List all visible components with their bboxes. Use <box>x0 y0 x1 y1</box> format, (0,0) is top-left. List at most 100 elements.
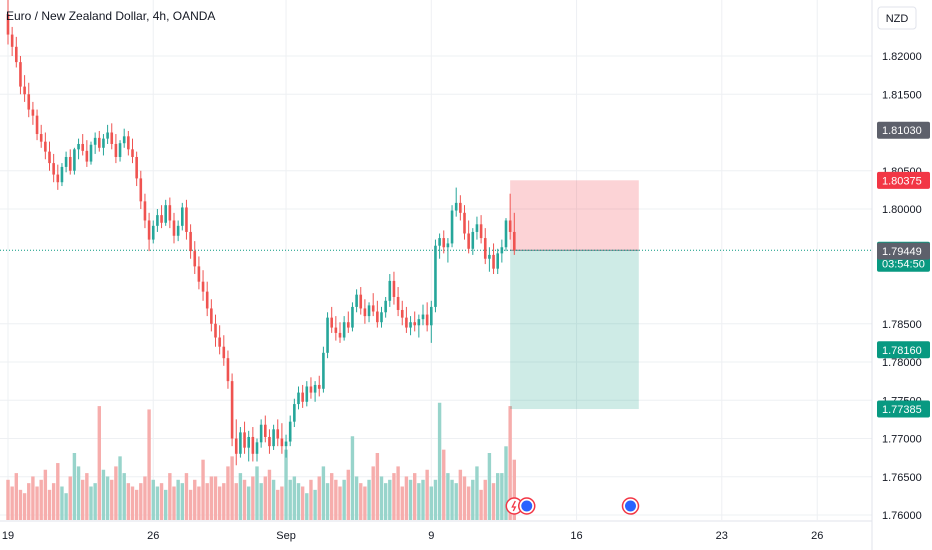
candle-body[interactable] <box>98 137 101 148</box>
candle-body[interactable] <box>409 322 412 328</box>
candle-body[interactable] <box>334 327 338 333</box>
candle-body[interactable] <box>185 207 188 232</box>
candle-body[interactable] <box>322 352 325 389</box>
candle-body[interactable] <box>313 384 317 393</box>
candle-body[interactable] <box>471 231 475 249</box>
candle-body[interactable] <box>156 215 159 226</box>
candle-body[interactable] <box>172 220 176 236</box>
candle-body[interactable] <box>106 132 109 139</box>
candle-body[interactable] <box>417 319 421 326</box>
candle-body[interactable] <box>317 384 321 389</box>
candle-body[interactable] <box>355 294 358 307</box>
candle-body[interactable] <box>122 136 126 144</box>
candle-body[interactable] <box>44 141 47 152</box>
candle-body[interactable] <box>513 231 516 251</box>
candle-body[interactable] <box>77 143 80 150</box>
candle-body[interactable] <box>359 294 363 309</box>
candle-body[interactable] <box>10 34 14 47</box>
candle-body[interactable] <box>23 86 26 95</box>
price-scale-panel[interactable] <box>872 0 932 550</box>
candle-body[interactable] <box>268 436 271 447</box>
candle-body[interactable] <box>85 150 89 162</box>
candle-body[interactable] <box>35 115 39 135</box>
candle-body[interactable] <box>131 149 134 157</box>
candle-body[interactable] <box>301 392 304 402</box>
candle-body[interactable] <box>442 238 446 248</box>
candle-body[interactable] <box>135 156 138 179</box>
candle-body[interactable] <box>492 254 495 269</box>
candle-body[interactable] <box>347 322 350 328</box>
candle-body[interactable] <box>27 94 31 110</box>
candle-body[interactable] <box>181 207 184 226</box>
candle-body[interactable] <box>264 424 267 437</box>
candle-body[interactable] <box>380 312 383 323</box>
candle-body[interactable] <box>413 322 416 326</box>
candle-body[interactable] <box>392 280 396 297</box>
candle-body[interactable] <box>164 205 167 223</box>
candle-body[interactable] <box>371 305 375 312</box>
candle-body[interactable] <box>52 163 55 175</box>
candle-body[interactable] <box>388 280 392 301</box>
candle-body[interactable] <box>288 421 292 442</box>
candle-body[interactable] <box>400 309 404 318</box>
price-tag[interactable] <box>877 171 930 189</box>
candle-body[interactable] <box>367 305 371 317</box>
candle-body[interactable] <box>147 220 151 240</box>
candle-body[interactable] <box>19 62 22 87</box>
candle-body[interactable] <box>508 220 512 232</box>
candle-body[interactable] <box>425 314 429 326</box>
candle-body[interactable] <box>363 308 367 317</box>
candle-body[interactable] <box>430 306 433 326</box>
price-tag[interactable] <box>877 242 930 260</box>
candle-body[interactable] <box>259 424 263 443</box>
candle-body[interactable] <box>421 314 425 320</box>
candle-body[interactable] <box>160 215 163 223</box>
candle-body[interactable] <box>230 381 234 439</box>
candle-body[interactable] <box>251 436 255 454</box>
candle-body[interactable] <box>60 166 64 183</box>
candle-body[interactable] <box>189 231 192 252</box>
candle-body[interactable] <box>64 156 68 167</box>
candle-body[interactable] <box>118 143 122 157</box>
candle-body[interactable] <box>326 317 329 353</box>
candle-body[interactable] <box>305 386 309 402</box>
candle-body[interactable] <box>446 243 450 248</box>
candle-body[interactable] <box>243 432 246 448</box>
candle-body[interactable] <box>280 438 284 447</box>
candle-body[interactable] <box>438 238 441 246</box>
candle-body[interactable] <box>31 109 35 116</box>
candle-body[interactable] <box>479 224 483 239</box>
candle-body[interactable] <box>176 225 180 236</box>
candle-body[interactable] <box>139 178 143 202</box>
take-profit-zone[interactable] <box>510 250 639 410</box>
candle-body[interactable] <box>48 151 51 164</box>
candle-body[interactable] <box>483 238 487 259</box>
price-tag[interactable] <box>877 400 930 418</box>
candle-body[interactable] <box>39 134 43 142</box>
candle-body[interactable] <box>127 136 130 150</box>
candle-body[interactable] <box>463 212 466 234</box>
candle-body[interactable] <box>15 46 18 63</box>
candle-body[interactable] <box>68 156 72 171</box>
candle-body[interactable] <box>239 432 242 454</box>
candle-body[interactable] <box>504 220 508 248</box>
candle-body[interactable] <box>434 245 437 307</box>
candle-body[interactable] <box>214 323 217 338</box>
candle-body[interactable] <box>193 251 197 267</box>
candle-body[interactable] <box>351 306 354 328</box>
candle-body[interactable] <box>168 205 172 221</box>
candle-body[interactable] <box>205 291 209 309</box>
price-tag[interactable] <box>877 341 930 359</box>
candle-body[interactable] <box>496 253 499 269</box>
price-tag[interactable] <box>877 121 930 139</box>
candle-body[interactable] <box>222 346 226 359</box>
candle-body[interactable] <box>93 137 97 145</box>
candle-body[interactable] <box>330 317 333 328</box>
candle-body[interactable] <box>475 224 479 232</box>
candle-body[interactable] <box>376 311 379 323</box>
candle-body[interactable] <box>197 266 201 282</box>
candle-body[interactable] <box>114 143 118 157</box>
candle-body[interactable] <box>143 201 147 221</box>
candle-body[interactable] <box>102 138 105 148</box>
currency-button[interactable] <box>877 6 917 30</box>
